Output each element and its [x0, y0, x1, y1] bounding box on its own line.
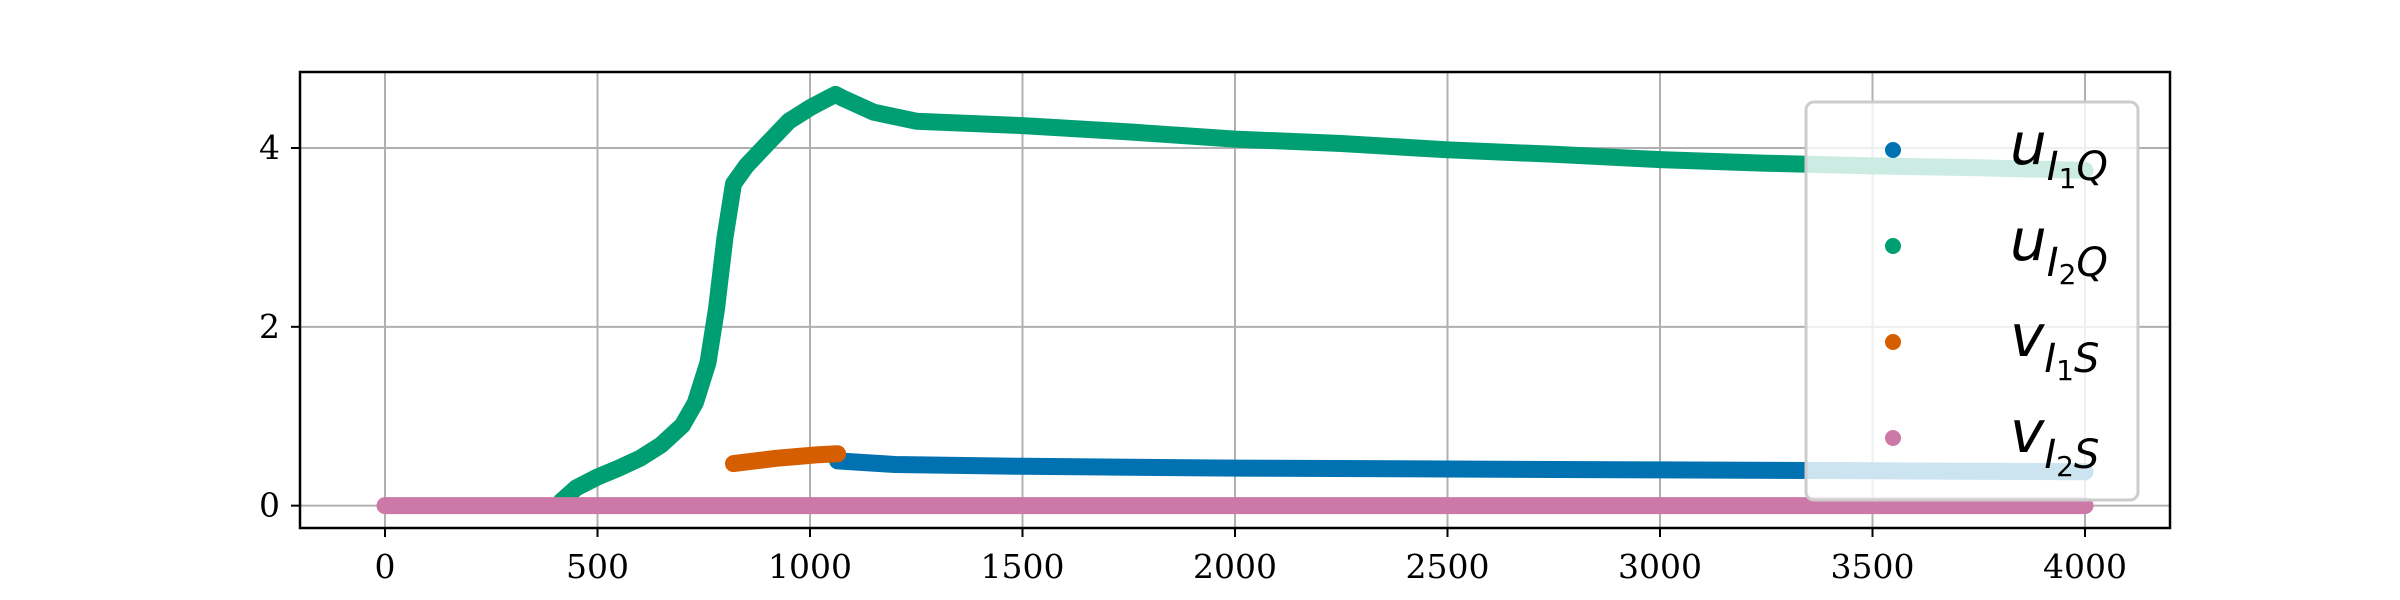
legend-label-1: uI1Q: [2010, 110, 2108, 195]
legend: uI1Q uI2Q vI1S vI2S: [1804, 100, 2140, 502]
x-tick-label: 3500: [1831, 547, 1915, 586]
x-tick-label: 2500: [1406, 547, 1490, 586]
y-tick-label: 2: [259, 307, 280, 346]
series-line-3: [725, 445, 847, 473]
x-tick-label: 0: [375, 547, 396, 586]
axis-ticks: 0 500 1000 1500 2000 2500 3000 3500 4000 0 2 4: [259, 128, 2127, 586]
x-tick-label: 1500: [981, 547, 1065, 586]
legend-marker-1: [1885, 142, 1901, 158]
x-tick-label: 500: [566, 547, 629, 586]
x-tick-label: 4000: [2043, 547, 2127, 586]
legend-label-2: uI2Q: [2010, 206, 2108, 291]
y-tick-label: 0: [259, 486, 280, 525]
legend-marker-3: [1885, 334, 1901, 350]
legend-box: [1804, 100, 2140, 502]
legend-marker-4: [1885, 430, 1901, 446]
y-tick-label: 4: [259, 128, 280, 167]
x-tick-label: 3000: [1618, 547, 1702, 586]
legend-label-4: vI2S: [2010, 398, 2099, 483]
x-tick-label: 2000: [1193, 547, 1277, 586]
legend-marker-2: [1885, 238, 1901, 254]
legend-label-3: vI1S: [2010, 302, 2099, 387]
x-tick-label: 1000: [768, 547, 852, 586]
series-line-2: [552, 85, 2094, 510]
